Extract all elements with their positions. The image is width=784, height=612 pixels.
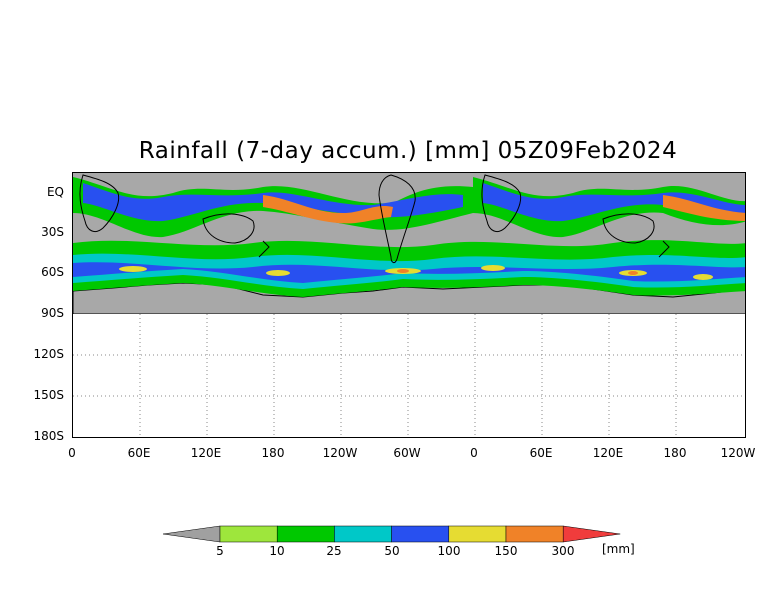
y-label-180s: 180S — [33, 429, 64, 443]
colorbar-segment — [391, 525, 450, 543]
x-label-180: 180 — [261, 446, 285, 460]
africa-coast — [79, 174, 120, 232]
tropical-belt-right-inner — [483, 183, 745, 222]
colorbar-label-10: 10 — [269, 544, 285, 558]
colorbar-unit: [mm] — [602, 542, 635, 556]
x-label-120e-b: 120E — [592, 446, 624, 460]
empty-panel — [73, 314, 745, 437]
colorbar-segment — [334, 525, 392, 543]
x-label-0: 0 — [68, 446, 76, 460]
y-label-90s: 90S — [41, 306, 64, 320]
x-label-0-b: 0 — [470, 446, 478, 460]
map-canvas — [73, 173, 745, 437]
map-title: Rainfall (7-day accum.) [mm] 05Z09Feb202… — [138, 138, 678, 164]
x-label-60e-b: 60E — [529, 446, 553, 460]
colorbar-arrow-high — [562, 525, 621, 543]
rainfall-map — [72, 172, 746, 438]
x-label-60w: 60W — [393, 446, 421, 460]
colorbar-segment — [448, 525, 507, 543]
australia-coast — [202, 213, 255, 244]
y-label-eq: EQ — [46, 185, 64, 199]
coastlines — [79, 174, 670, 264]
y-label-60s: 60S — [41, 265, 64, 279]
colorbar-label-5: 5 — [216, 544, 224, 558]
colorbar-arrow-low — [162, 525, 221, 543]
south-america-coast — [378, 174, 416, 264]
x-label-120w: 120W — [322, 446, 358, 460]
y-label-30s: 30S — [41, 225, 64, 239]
spcz-heavy-left — [263, 195, 393, 224]
australia-coast-2 — [602, 213, 655, 244]
africa-coast-2 — [481, 174, 522, 232]
y-label-150s: 150S — [33, 388, 64, 402]
colorbar-segment — [505, 525, 564, 543]
x-label-60e: 60E — [127, 446, 151, 460]
colorbar-segment — [276, 525, 335, 543]
grid-lines — [73, 314, 745, 437]
colorbar-label-50: 50 — [384, 544, 400, 558]
colorbar — [162, 525, 621, 543]
colorbar-label-300: 300 — [551, 544, 575, 558]
spcz-heavy-right — [663, 195, 745, 221]
x-label-180-b: 180 — [663, 446, 687, 460]
new-zealand — [258, 240, 270, 258]
y-label-120s: 120S — [33, 347, 64, 361]
x-label-120w-b: 120W — [720, 446, 756, 460]
colorbar-label-25: 25 — [326, 544, 342, 558]
colorbar-label-150: 150 — [494, 544, 518, 558]
new-zealand-2 — [658, 240, 670, 258]
x-label-120e: 120E — [190, 446, 222, 460]
colorbar-label-100: 100 — [437, 544, 461, 558]
storm-track-extreme-cells — [397, 269, 638, 275]
colorbar-segment — [219, 525, 278, 543]
